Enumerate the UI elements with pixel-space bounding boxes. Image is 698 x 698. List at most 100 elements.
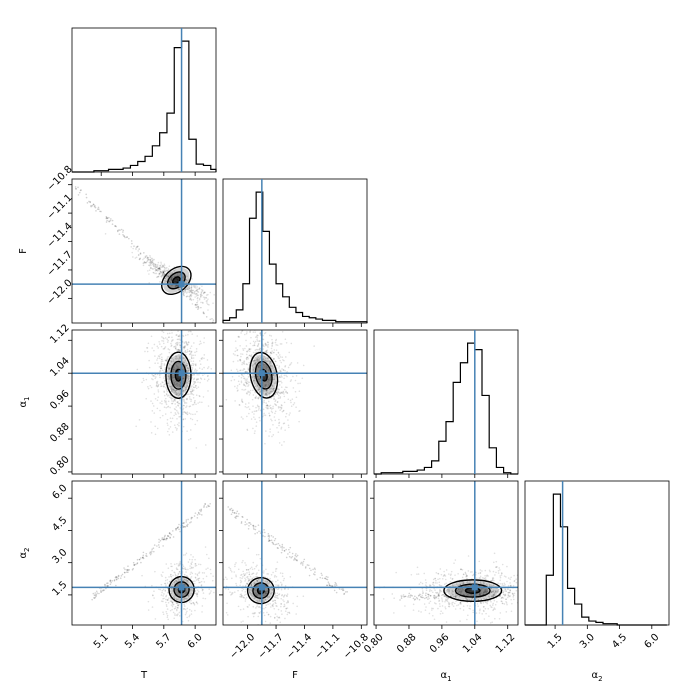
- sample-point: [479, 601, 482, 604]
- sample-point: [490, 601, 492, 603]
- sample-point: [265, 392, 267, 395]
- sample-point: [165, 595, 167, 598]
- sample-point: [483, 578, 486, 580]
- sample-point: [193, 378, 195, 381]
- sample-point: [257, 388, 260, 391]
- sample-point: [257, 365, 260, 368]
- sample-point: [109, 219, 112, 222]
- sample-point: [190, 330, 192, 333]
- sample-point: [278, 376, 281, 379]
- sample-point: [221, 578, 223, 580]
- sample-point: [275, 602, 277, 605]
- sample-point: [185, 364, 188, 367]
- sample-point: [192, 628, 194, 630]
- histogram-step: [525, 493, 667, 626]
- sample-point: [281, 444, 283, 446]
- sample-point: [170, 388, 173, 391]
- sample-point: [143, 261, 146, 263]
- sample-point: [253, 582, 256, 584]
- sample-point: [266, 341, 269, 343]
- sample-point: [173, 345, 176, 348]
- sample-point: [199, 293, 202, 296]
- sample-point: [186, 375, 189, 378]
- sample-point: [203, 506, 205, 508]
- sample-point: [485, 575, 488, 577]
- sample-point: [479, 572, 482, 575]
- sample-point: [314, 571, 316, 573]
- sample-point: [257, 409, 260, 411]
- sample-point: [454, 574, 456, 576]
- sample-point: [236, 348, 239, 351]
- sample-point: [442, 593, 445, 596]
- density-contour: [171, 276, 181, 285]
- sample-point: [246, 350, 249, 353]
- sample-point: [167, 535, 169, 537]
- sample-point: [400, 597, 403, 600]
- sample-point: [178, 402, 180, 405]
- sample-point: [273, 617, 276, 619]
- sample-point: [479, 608, 481, 611]
- sample-point: [270, 360, 272, 362]
- sample-point: [248, 348, 251, 351]
- sample-point: [292, 387, 295, 389]
- sample-point: [483, 582, 485, 585]
- sample-point: [226, 602, 228, 605]
- sample-point: [492, 578, 494, 580]
- sample-point: [478, 609, 481, 612]
- sample-point: [192, 364, 195, 367]
- sample-point: [132, 247, 134, 250]
- sample-point: [195, 350, 198, 353]
- sample-point: [458, 590, 461, 593]
- sample-point: [252, 376, 254, 379]
- sample-point: [120, 575, 123, 577]
- sample-point: [158, 546, 161, 549]
- sample-point: [277, 391, 279, 394]
- sample-point: [273, 357, 275, 360]
- sample-point: [257, 365, 259, 367]
- sample-point: [163, 375, 166, 377]
- sample-point: [470, 584, 473, 587]
- sample-point: [283, 401, 286, 404]
- sample-point: [278, 380, 281, 383]
- sample-point: [283, 388, 286, 391]
- sample-point: [296, 559, 298, 561]
- sample-point: [264, 386, 267, 389]
- sample-point: [238, 359, 241, 361]
- sample-point: [523, 590, 525, 592]
- sample-point: [161, 538, 163, 541]
- sample-point: [177, 604, 180, 607]
- sample-point: [241, 401, 244, 404]
- sample-point: [196, 290, 199, 293]
- sample-point: [276, 584, 279, 587]
- sample-point: [201, 294, 203, 297]
- sample-point: [156, 382, 158, 384]
- sample-point: [248, 588, 250, 590]
- sample-point: [169, 406, 171, 409]
- sample-point: [139, 257, 141, 260]
- sample-point: [310, 569, 312, 572]
- sample-point: [162, 271, 165, 273]
- sample-point: [167, 348, 170, 350]
- sample-point: [242, 596, 245, 599]
- sample-point: [156, 266, 158, 269]
- sample-point: [265, 367, 268, 369]
- sample-point: [103, 589, 106, 591]
- sample-point: [210, 590, 212, 592]
- sample-point: [186, 374, 189, 377]
- sample-point: [163, 347, 166, 350]
- sample-point: [255, 354, 258, 357]
- sample-point: [174, 389, 176, 392]
- sample-point: [266, 357, 269, 359]
- sample-point: [190, 286, 193, 288]
- sample-point: [272, 387, 275, 390]
- sample-point: [162, 598, 164, 600]
- sample-point: [176, 526, 179, 529]
- sample-point: [247, 391, 249, 394]
- sample-point: [263, 531, 266, 534]
- sample-point: [240, 380, 243, 382]
- sample-point: [161, 591, 163, 594]
- sample-point: [343, 592, 346, 595]
- sample-point: [199, 513, 201, 516]
- sample-point: [182, 399, 185, 401]
- sample-point: [282, 369, 285, 371]
